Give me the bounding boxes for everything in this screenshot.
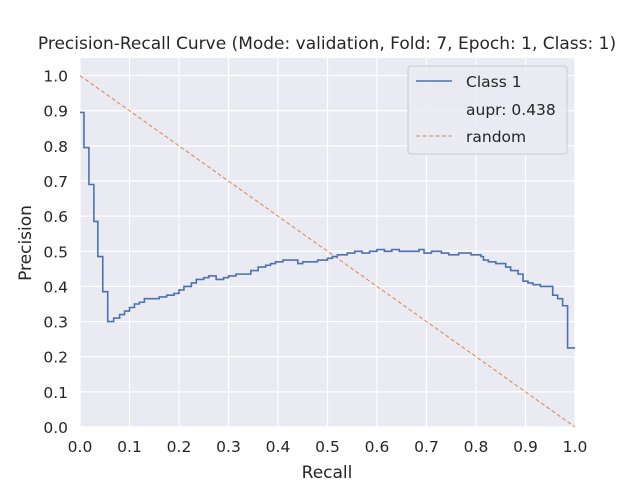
x-tick-label-2: 0.2	[167, 438, 192, 456]
x-tick-label-9: 0.9	[513, 438, 538, 456]
y-tick-label-4: 0.4	[43, 278, 68, 296]
y-tick-label-7: 0.7	[43, 173, 68, 191]
y-tick-label-5: 0.5	[43, 243, 68, 261]
legend-aupr: aupr: 0.438	[466, 101, 556, 119]
x-axis-ticks: 0.0 0.1 0.2 0.3 0.4 0.5 0.6 0.7 0.8 0.9 1.0	[68, 438, 588, 456]
y-axis-label: Precision	[16, 205, 36, 281]
x-tick-label-8: 0.8	[464, 438, 489, 456]
legend-box	[407, 65, 568, 155]
x-axis-label: Recall	[302, 463, 353, 480]
class-1-curve	[80, 111, 575, 349]
x-tick-label-10: 1.0	[563, 438, 588, 456]
random-line-path	[79, 75, 576, 428]
x-tick-label-5: 0.5	[315, 438, 340, 456]
x-tick-label-1: 0.1	[117, 438, 142, 456]
y-tick-label-10: 1.0	[43, 68, 68, 86]
y-tick-label-0: 0.0	[43, 419, 68, 437]
x-tick-label-0: 0.0	[68, 438, 93, 456]
y-tick-label-6: 0.6	[43, 208, 68, 226]
x-tick-label-7: 0.7	[414, 438, 439, 456]
legend: Class 1 aupr: 0.438 random	[407, 65, 568, 155]
y-tick-label-1: 0.1	[43, 384, 68, 402]
y-tick-label-8: 0.8	[43, 138, 68, 156]
y-axis-ticks: 0.0 0.1 0.2 0.3 0.4 0.5 0.6 0.7 0.8 0.9 1.0	[43, 68, 68, 437]
random-baseline-line	[79, 75, 576, 428]
y-tick-label-2: 0.2	[43, 349, 68, 367]
y-tick-label-3: 0.3	[43, 314, 68, 332]
y-tick-label-9: 0.9	[43, 103, 68, 121]
legend-random: random	[466, 128, 526, 146]
legend-class-1: Class 1	[466, 73, 522, 91]
x-tick-label-3: 0.3	[216, 438, 241, 456]
chart-title: Precision-Recall Curve (Mode: validation…	[38, 34, 616, 54]
x-tick-label-4: 0.4	[266, 438, 291, 456]
class-1-line-path	[80, 111, 575, 349]
x-tick-label-6: 0.6	[365, 438, 390, 456]
